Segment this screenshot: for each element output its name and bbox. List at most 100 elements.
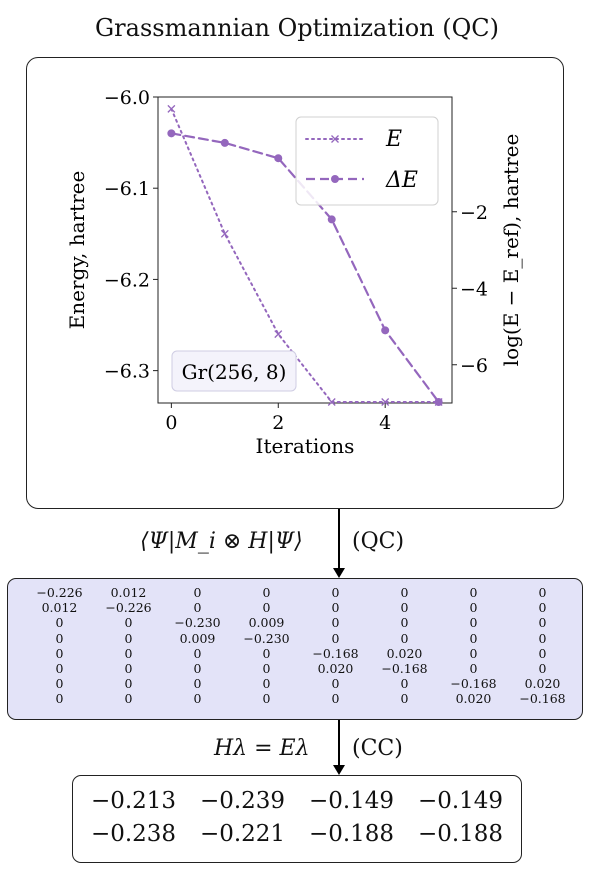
matrix-row: 0 0 −0.230 0.009 0 0 0 0 [25, 615, 577, 630]
matrix-cell: 0 [469, 600, 478, 616]
arrow-down-icon [333, 765, 345, 775]
matrix-cell: −0.230 [243, 630, 290, 646]
figure-title: Grassmannian Optimization (QC) [94, 14, 499, 42]
data-point-circle-marker [327, 215, 336, 224]
matrix-cell: 0 [538, 645, 547, 661]
eigenvalue-cell: −0.149 [308, 788, 395, 814]
x-tick-label: 0 [165, 412, 177, 434]
matrix-cell: 0 [55, 630, 64, 646]
matrix-cell: 0 [262, 600, 271, 616]
y-left-tick-label: −6.2 [104, 269, 150, 291]
matrix-cell: 0 [331, 600, 340, 616]
matrix-cell: 0 [55, 615, 64, 631]
y-right-tick-label: −4 [460, 278, 488, 300]
y-right-tick-label: −2 [460, 202, 488, 224]
matrix-cell: 0 [124, 615, 133, 631]
y-left-tick-label: −6.1 [104, 178, 150, 200]
annotation-box [171, 350, 297, 392]
matrix-table: −0.226 0.012 0 0 0 0 0 0 0.012 −0.226 0 0 0 0 0 0 0 0 −0.2… [25, 585, 577, 707]
legend-circle-marker [331, 175, 339, 183]
energy-chart: 0 2 4 −6.0 −6.1 −6.2 −6.3 −2 −4 −6 Iterations Energ… [65, 87, 523, 458]
matrix-cell: 0 [538, 600, 547, 616]
matrix-cell: 0 [331, 585, 340, 600]
eigenvalue-cell: −0.213 [90, 788, 177, 814]
matrix-cell: 0.012 [41, 600, 78, 616]
matrix-cell: 0 [124, 676, 133, 692]
matrix-cell: −0.168 [381, 661, 428, 677]
matrix-cell: 0 [400, 691, 409, 707]
series-line-delta-energy [170, 132, 440, 404]
matrix-row: 0 0 0.009 −0.230 0 0 0 0 [25, 631, 577, 646]
matrix-cell: 0 [538, 585, 547, 600]
eigenvalue-cell: −0.188 [308, 821, 395, 847]
y-left-tick-label: −6.3 [104, 361, 150, 383]
matrix-cell: −0.168 [312, 645, 359, 661]
matrix-cell: 0 [193, 645, 202, 661]
matrix-cell: 0 [331, 630, 340, 646]
matrix-row: 0 0 0 0 −0.168 0.020 0 0 [25, 646, 577, 661]
y-right-axis-label: log(E − E_ref), hartree [499, 134, 523, 367]
series-line-energy [170, 107, 440, 403]
data-point-x-marker [274, 330, 283, 339]
arrow2-tag: (CC) [352, 736, 403, 761]
annotation-label: Gr(256, 8) [182, 360, 287, 384]
matrix-cell: 0 [400, 630, 409, 646]
matrix-cell: 0 [262, 645, 271, 661]
matrix-cell: −0.230 [174, 615, 221, 631]
matrix-cell: 0 [262, 585, 271, 600]
eigenvalue-row: −0.213 −0.239 −0.149 −0.149 [79, 785, 515, 818]
matrix-cell: 0 [193, 600, 202, 616]
matrix-cell: −0.226 [36, 585, 83, 600]
eigenvalue-cell: −0.238 [90, 821, 177, 847]
matrix-box: −0.226 0.012 0 0 0 0 0 0 0.012 −0.226 0 0 0 0 0 0 0 0 −0.2… [7, 578, 583, 720]
plot-frame [157, 96, 453, 404]
matrix-cell: 0 [55, 645, 64, 661]
y-left-axis-label: Energy, hartree [65, 171, 89, 330]
legend-x-marker [331, 135, 339, 143]
arrow1-label: ⟨Ψ|M_i ⊗ H|Ψ⟩ [140, 529, 303, 554]
matrix-cell: 0 [400, 615, 409, 631]
matrix-cell: 0 [124, 691, 133, 707]
matrix-cell: 0 [124, 645, 133, 661]
matrix-cell: 0.009 [248, 615, 285, 631]
data-point-circle-marker [167, 129, 176, 138]
matrix-cell: −0.226 [105, 600, 152, 616]
matrix-cell: 0 [331, 676, 340, 692]
eigenvalue-table: −0.213 −0.239 −0.149 −0.149 −0.238 −0.221 −0.1… [79, 785, 515, 851]
matrix-cell: −0.168 [450, 676, 497, 692]
matrix-cell: 0 [262, 691, 271, 707]
optimization-panel [26, 57, 564, 509]
matrix-cell: 0 [55, 661, 64, 677]
matrix-cell: 0 [331, 615, 340, 631]
arrow-down-icon [333, 568, 345, 578]
matrix-row: −0.226 0.012 0 0 0 0 0 0 [25, 585, 577, 600]
data-point-circle-marker [220, 138, 229, 147]
matrix-cell: 0.012 [110, 585, 147, 600]
y-left-tick-label: −6.0 [104, 87, 150, 109]
matrix-cell: 0 [262, 676, 271, 692]
matrix-cell: 0 [262, 661, 271, 677]
matrix-cell: 0 [193, 585, 202, 600]
matrix-row: 0.012 −0.226 0 0 0 0 0 0 [25, 600, 577, 615]
matrix-cell: 0 [193, 661, 202, 677]
matrix-row: 0 0 0 0 0 0 0.020 −0.168 [25, 691, 577, 706]
matrix-row: 0 0 0 0 0.020 −0.168 0 0 [25, 661, 577, 676]
x-tick-label: 4 [379, 412, 391, 434]
matrix-cell: −0.168 [519, 691, 566, 707]
arrow1-tag: (QC) [352, 529, 405, 554]
matrix-cell: 0 [469, 645, 478, 661]
legend-label-delta-energy: ΔE [385, 168, 418, 193]
matrix-cell: 0 [469, 630, 478, 646]
eigenvalue-cell: −0.239 [199, 788, 286, 814]
matrix-cell: 0.009 [179, 630, 216, 646]
legend-label-energy: E [385, 127, 402, 152]
matrix-cell: 0 [400, 676, 409, 692]
matrix-cell: 0 [469, 585, 478, 600]
arrow-line-1 [338, 509, 340, 569]
arrow2-label: Hλ = Eλ [214, 736, 310, 761]
y-right-tick-label: −6 [460, 355, 488, 377]
data-point-x-marker [327, 398, 336, 406]
matrix-cell: 0 [124, 661, 133, 677]
matrix-cell: 0 [469, 615, 478, 631]
data-point-x-marker [167, 104, 176, 113]
